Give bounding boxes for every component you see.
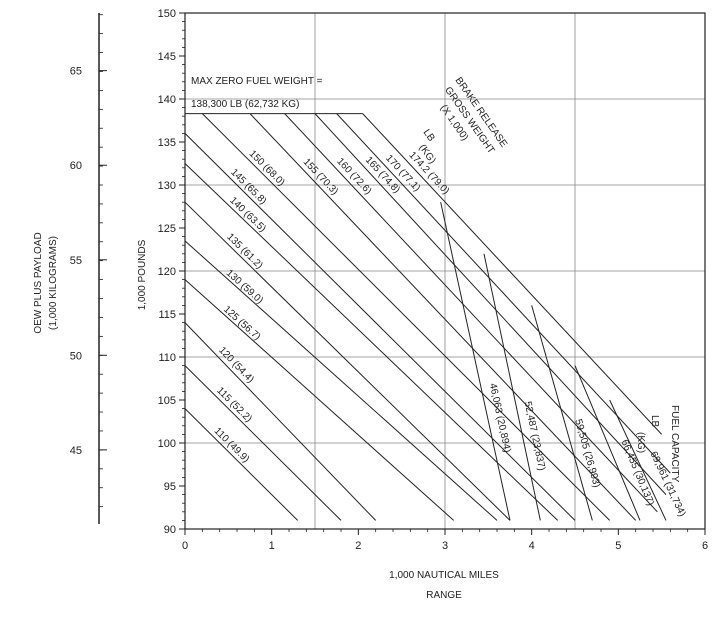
y2-axis-title-2: (1,000 KILOGRAMS) xyxy=(48,236,59,330)
fuel-line-4 xyxy=(609,399,667,521)
x-tick-label-3: 3 xyxy=(442,540,448,552)
x-tick-label-2: 2 xyxy=(355,540,361,552)
fuel-capacity-lb: LB xyxy=(649,415,660,428)
series-line-6 xyxy=(184,163,559,521)
series-label-5: 135 (61.2) xyxy=(224,232,264,272)
series-line-3 xyxy=(184,279,455,521)
series-layer: 110 (49.9)115 (52.2)120 (54.4)125 (56.7)… xyxy=(184,113,671,521)
y-tick-label-12: 150 xyxy=(158,8,176,20)
y2-tick-label-3: 60 xyxy=(70,160,82,172)
series-line-0 xyxy=(184,408,299,521)
ticks: 0 1 2 3 4 5 6909510010511011512012513013514014… xyxy=(70,8,708,552)
y-tick-label-11: 145 xyxy=(158,51,176,63)
y-tick-label-1: 95 xyxy=(164,481,176,493)
fuel-line-0 xyxy=(440,202,511,521)
y2-tick-label-0: 45 xyxy=(70,445,82,457)
annotation-line2: 138,300 LB (62,732 KG) xyxy=(191,99,299,110)
fuel-capacity-line3: (KG) xyxy=(635,432,646,453)
y-tick-label-0: 90 xyxy=(164,524,176,536)
x-tick-label-0: 0 xyxy=(182,540,188,552)
series-line-13 xyxy=(362,113,663,435)
y-tick-label-3: 105 xyxy=(158,395,176,407)
x-axis-title: 1,000 NAUTICAL MILES xyxy=(389,570,499,581)
y-tick-label-5: 115 xyxy=(158,309,176,321)
series-line-11 xyxy=(314,113,667,495)
fuel-capacity-line1: FUEL CAPACITY xyxy=(669,405,680,483)
brake-release-header: BRAKE RELEASE GROSS WEIGHT (X 1,000) xyxy=(438,75,510,156)
fuel-capacity-header: FUEL CAPACITY xyxy=(669,405,680,483)
brake-release-line4: LB xyxy=(421,127,437,144)
series-label-4: 130 (59.0) xyxy=(224,268,265,307)
y-tick-label-8: 130 xyxy=(158,180,176,192)
max-zero-fuel-annotation: MAX ZERO FUEL WEIGHT = 138,300 LB (62,73… xyxy=(185,76,363,115)
y-tick-label-9: 135 xyxy=(158,137,176,149)
fuel-line-2 xyxy=(531,305,593,521)
y-axis-title: 1,000 POUNDS xyxy=(137,239,148,310)
y-tick-label-7: 125 xyxy=(158,223,176,235)
x-tick-label-1: 1 xyxy=(269,540,275,552)
series-label-3: 125 (56.7) xyxy=(221,304,262,343)
series-line-1 xyxy=(184,365,342,521)
fuel-line-3 xyxy=(574,365,641,521)
y2-tick-label-2: 55 xyxy=(70,255,82,267)
series-line-4 xyxy=(184,240,498,521)
y-tick-label-2: 100 xyxy=(158,438,176,450)
series-line-8 xyxy=(201,113,611,521)
fuel-capacity-layer: 46,063 (20,894) 52,487 (23,837) 59,505 (26… xyxy=(440,202,687,521)
x-tick-label-5: 5 xyxy=(615,540,621,552)
series-label-1: 115 (52.2) xyxy=(214,385,254,424)
annotation-line1: MAX ZERO FUEL WEIGHT = xyxy=(191,76,323,87)
y-tick-label-6: 120 xyxy=(158,266,176,278)
y-tick-label-4: 110 xyxy=(158,352,176,364)
y2-tick-label-1: 50 xyxy=(70,350,82,362)
series-line-5 xyxy=(184,201,511,521)
x-axis-title-2: RANGE xyxy=(426,590,462,601)
series-line-9 xyxy=(249,113,637,521)
series-line-10 xyxy=(284,113,658,513)
y2-tick-label-4: 65 xyxy=(70,66,82,78)
series-label-0: 110 (49.9) xyxy=(212,426,252,465)
y-tick-label-10: 140 xyxy=(158,94,176,106)
series-line-7 xyxy=(184,133,576,521)
series-label-2: 120 (54.4) xyxy=(216,345,256,385)
x-tick-label-6: 6 xyxy=(702,540,708,552)
series-line-12 xyxy=(336,113,671,474)
x-tick-label-4: 4 xyxy=(529,540,535,552)
fuel-capacity-kg: (KG) xyxy=(635,432,646,453)
fuel-capacity-line2: LB xyxy=(649,415,660,428)
y2-axis-title: OEW PLUS PAYLOAD xyxy=(33,232,44,333)
fuel-line-1 xyxy=(483,253,541,521)
fuel-label-2: 59,505 (26,993) xyxy=(572,418,602,489)
series-line-2 xyxy=(184,322,377,521)
